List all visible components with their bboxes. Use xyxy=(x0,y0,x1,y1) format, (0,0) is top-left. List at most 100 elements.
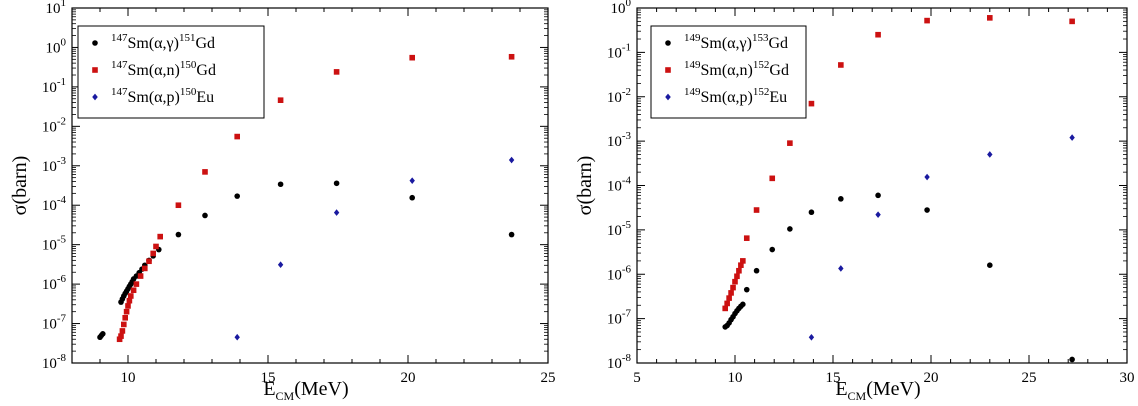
legend-box xyxy=(77,25,265,119)
y-tick-exponent: 1 xyxy=(61,0,67,9)
y-tick-base: 10 xyxy=(42,317,57,333)
y-tick-label: 101 xyxy=(46,0,67,17)
x-tick-label: 15 xyxy=(826,370,841,386)
y-axis-title: σ(barn) xyxy=(574,156,596,216)
legend-label: 147Sm(α,n)150Gd xyxy=(111,59,216,79)
data-point-circle xyxy=(277,181,284,188)
data-point-circle xyxy=(234,193,240,199)
data-point-square xyxy=(732,278,738,285)
y-tick-base: 10 xyxy=(607,90,622,106)
data-point-square xyxy=(122,314,128,321)
legend-box xyxy=(650,25,807,119)
legend-label: 149Sm(α,n)152Gd xyxy=(684,59,789,79)
x-axis-title-unit: (MeV) xyxy=(866,378,920,400)
y-tick-base: 10 xyxy=(46,40,61,56)
data-point-square xyxy=(130,287,137,294)
y-tick-label: 10-6 xyxy=(607,263,632,283)
data-point-square xyxy=(728,290,734,296)
data-point-square xyxy=(808,100,815,107)
y-tick-label: 10-5 xyxy=(42,234,67,254)
data-point-square xyxy=(333,69,340,75)
data-point-square xyxy=(121,321,127,328)
x-tick-label: 15 xyxy=(261,370,276,386)
y-tick-label: 100 xyxy=(611,0,632,17)
data-point-square xyxy=(128,293,134,299)
data-point-diamond xyxy=(333,209,340,216)
data-point-circle xyxy=(665,40,671,46)
y-tick-label: 10-4 xyxy=(42,194,67,214)
y-tick-label: 10-4 xyxy=(607,175,632,195)
data-point-diamond xyxy=(838,265,844,272)
y-tick-base: 10 xyxy=(607,223,622,239)
legend-target: Sm(α,γ) xyxy=(128,35,179,52)
legend-product: Gd xyxy=(196,62,216,79)
legend-target: Sm(α,p) xyxy=(701,89,753,106)
legend-target-mass: 147 xyxy=(111,86,128,98)
data-point-diamond xyxy=(234,333,240,341)
data-point-circle xyxy=(92,40,98,46)
data-point-diamond xyxy=(277,261,284,269)
data-point-square xyxy=(409,54,415,61)
y-tick-base: 10 xyxy=(46,1,61,17)
legend-product-mass: 150 xyxy=(180,59,197,71)
y-tick-label: 10-7 xyxy=(607,308,632,328)
legend-label: 147Sm(α,p)150Eu xyxy=(111,86,214,106)
data-point-square xyxy=(125,303,131,309)
data-point-circle xyxy=(175,231,182,238)
data-point-diamond xyxy=(1069,134,1075,141)
legend-product-mass: 152 xyxy=(753,86,770,98)
data-point-circle xyxy=(202,212,208,219)
data-point-diamond xyxy=(924,173,930,181)
legend-product-mass: 150 xyxy=(180,86,197,98)
y-tick-base: 10 xyxy=(42,80,57,96)
data-point-square xyxy=(724,300,730,307)
data-point-square xyxy=(726,295,732,301)
data-point-square xyxy=(769,175,776,182)
y-tick-base: 10 xyxy=(607,356,622,372)
y-tick-base: 10 xyxy=(42,119,57,135)
legend-label: 149Sm(α,p)152Eu xyxy=(684,86,787,106)
data-point-diamond xyxy=(409,177,415,184)
data-point-square xyxy=(153,243,159,250)
data-point-square xyxy=(508,53,515,60)
data-point-diamond xyxy=(808,333,815,341)
y-axis-title: σ(barn) xyxy=(9,156,31,216)
data-point-diamond xyxy=(665,93,671,101)
y-tick-exponent: -4 xyxy=(622,175,632,187)
y-tick-exponent: -5 xyxy=(622,219,632,231)
data-point-circle xyxy=(838,196,844,202)
y-tick-exponent: -6 xyxy=(57,273,67,285)
legend-target: Sm(α,p) xyxy=(128,89,180,106)
legend: 147Sm(α,γ)151Gd147Sm(α,n)150Gd147Sm(α,p)… xyxy=(77,25,265,119)
x-axis-title-main: E xyxy=(835,378,847,400)
data-point-square xyxy=(838,62,844,68)
legend-product: Eu xyxy=(196,89,214,106)
y-tick-base: 10 xyxy=(611,1,626,17)
legend-product: Gd xyxy=(768,35,788,52)
legend-product-mass: 153 xyxy=(752,32,769,44)
data-point-circle xyxy=(924,207,930,213)
data-point-square xyxy=(202,169,208,175)
x-axis-title-main: E xyxy=(263,378,275,400)
y-tick-base: 10 xyxy=(42,198,57,214)
data-point-square xyxy=(157,233,163,240)
data-point-square xyxy=(116,336,123,343)
data-point-diamond xyxy=(987,151,993,158)
data-point-square xyxy=(734,273,740,280)
y-tick-label: 10-7 xyxy=(42,313,67,333)
series-square xyxy=(722,15,1075,312)
y-tick-label: 100 xyxy=(46,36,67,56)
data-point-circle xyxy=(769,246,776,253)
data-point-circle xyxy=(875,192,881,199)
series-diamond xyxy=(234,156,515,341)
legend: 149Sm(α,γ)153Gd149Sm(α,n)152Gd149Sm(α,p)… xyxy=(650,25,807,119)
data-point-square xyxy=(119,328,126,334)
legend-target: Sm(α,n) xyxy=(128,62,180,79)
data-point-circle xyxy=(740,301,746,308)
y-tick-exponent: -1 xyxy=(622,41,631,53)
y-tick-base: 10 xyxy=(607,134,622,150)
data-point-square xyxy=(730,284,736,291)
data-point-square xyxy=(137,273,144,279)
x-tick-label: 5 xyxy=(633,370,641,386)
